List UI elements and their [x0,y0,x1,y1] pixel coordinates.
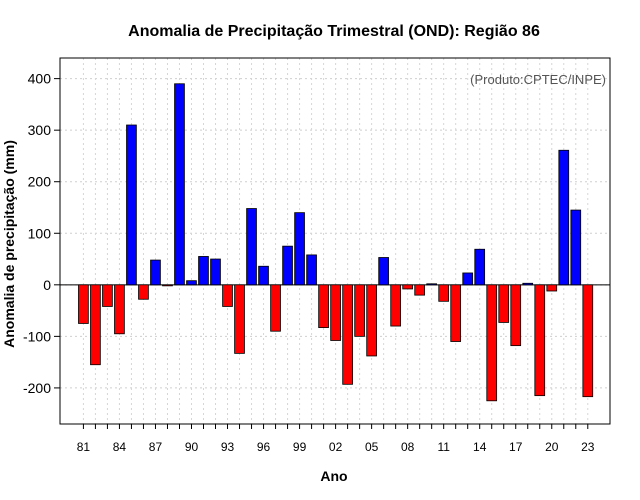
chart-title: Anomalia de Precipitação Trimestral (OND… [128,23,540,40]
y-axis: -200 -100 0 100 200 300 400 [23,71,60,396]
x-axis: 81 84 87 90 93 96 99 02 05 08 11 14 17 20 23 [77,424,595,454]
bar-2022 [570,209,582,286]
bar-1985 [126,124,137,286]
bar-1986 [138,284,149,300]
bar-1987 [150,259,161,286]
bar-2023 [582,284,594,398]
y-tick-label: 200 [28,174,52,190]
bar-1993 [222,284,233,307]
y-tick-label: 0 [43,277,51,293]
bar-1992 [210,258,221,286]
bars [78,83,594,402]
y-tick-label: 400 [28,71,52,87]
y-axis-label: Anomalia de precipitação (mm) [1,140,17,348]
bar-2010 [426,283,437,286]
x-tick-label: 14 [473,440,487,454]
bar-1981 [78,284,89,324]
bar-1994 [234,284,245,354]
bar-2014 [474,248,486,286]
bar-1990 [186,280,197,286]
y-tick-label: -200 [23,380,51,396]
bar-2019 [534,284,546,397]
x-tick-label: 17 [509,440,523,454]
bar-2002 [330,284,341,341]
bar-2000 [306,254,317,286]
bar-1982 [90,284,101,366]
x-tick-label: 02 [329,440,343,454]
bar-1997 [270,284,281,332]
x-tick-label: 90 [185,440,199,454]
x-tick-label: 96 [257,440,271,454]
x-tick-label: 11 [437,440,450,454]
x-tick-label: 99 [293,440,307,454]
bar-2003 [342,284,353,385]
bar-2020 [546,284,558,292]
bar-1988 [162,284,173,287]
x-tick-label: 23 [581,440,595,454]
bar-2015 [486,284,498,402]
bar-2009 [414,284,425,296]
x-tick-label: 08 [401,440,415,454]
bar-2005 [366,284,377,357]
x-tick-label: 93 [221,440,235,454]
bar-2021 [558,149,570,286]
bar-2012 [450,284,462,342]
plot-frame [59,57,611,425]
bar-1984 [114,284,125,335]
source-annotation: (Produto:CPTEC/INPE) [470,72,606,87]
bar-1998 [282,245,293,286]
x-tick-label: 81 [77,440,91,454]
y-tick-label: -100 [23,328,51,344]
bar-2017 [510,284,522,347]
bar-1991 [198,256,209,286]
bar-2013 [462,272,474,286]
bar-1995 [246,208,257,286]
y-tick-label: 300 [28,122,52,138]
bar-1983 [102,284,113,307]
bar-2016 [498,284,510,323]
grid-lines [60,58,610,424]
bar-2006 [378,257,389,286]
x-tick-label: 84 [113,440,127,454]
y-tick-label: 100 [28,225,52,241]
bar-2004 [354,284,365,337]
x-tick-label: 87 [149,440,163,454]
bar-2001 [318,284,329,329]
bar-1989 [174,83,185,286]
bar-2008 [402,284,413,290]
x-tick-label: 20 [545,440,559,454]
bar-2018 [522,282,534,286]
bar-1999 [294,212,305,286]
bar-1996 [258,265,269,286]
bar-2011 [438,284,450,302]
x-axis-label: Ano [320,468,347,484]
x-tick-label: 05 [365,440,379,454]
bar-2007 [390,284,401,327]
